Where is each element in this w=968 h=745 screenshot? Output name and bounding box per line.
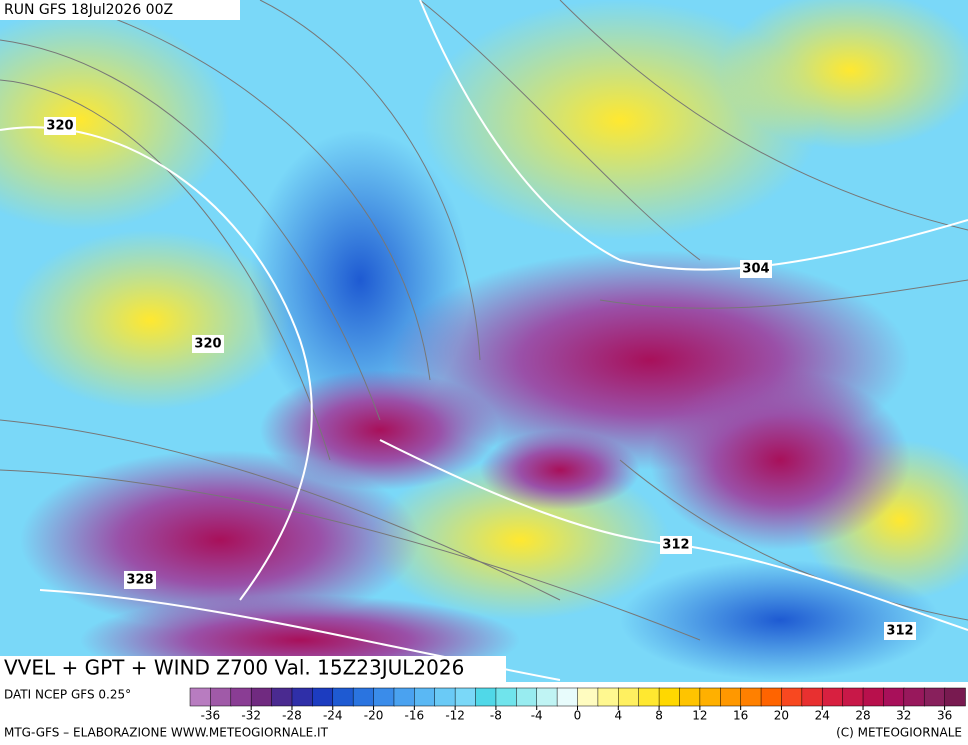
colorbar-segment [720,687,742,707]
colorbar-segment [250,687,273,707]
contour-label: 320 [194,337,221,352]
colorbar-segment [781,687,803,707]
colorbar-segment [760,687,783,707]
colorbar-tick-label: 16 [733,709,748,723]
contour-label: 312 [662,538,689,553]
colorbar-tick-label: -4 [531,709,543,723]
copyright-label: (C) METEOGIORNALE [836,726,962,740]
colorbar-tick-label: 12 [692,709,707,723]
colorbar-tick-label: -36 [201,709,221,723]
colorbar-segment [699,687,722,707]
colorbar-tick-label: -12 [445,709,465,723]
colorbar-segment [597,687,620,707]
colorbar-segment [923,687,946,707]
colorbar-segment [495,687,518,707]
streamlines [0,0,968,641]
source-label: DATI NCEP GFS 0.25° [4,688,131,702]
colorbar-tick-label: 32 [896,709,911,723]
colorbar-segment [230,687,252,707]
run-label: RUN GFS 18Jul2026 00Z [4,2,173,18]
title-box [0,656,506,682]
colorbar: -36 -32 -28 -24 -20 -16 -12 -8 -4 0 4 8 12 16 20 24 28 32… [189,687,966,723]
colorbar-segment [556,687,579,707]
colorbar-segment [414,687,436,707]
colorbar-segment [332,687,354,707]
colorbar-tick-label: -28 [282,709,302,723]
credit-label: MTG-GFS – ELABORAZIONE WWW.METEOGIORNALE… [4,726,329,740]
colorbar-segment [210,687,232,707]
contour-label: 312 [886,624,913,639]
colorbar-tick-label: 24 [815,709,830,723]
colorbar-segment [679,687,701,707]
colorbar-segment [291,687,314,707]
colorbar-tick-label: 36 [937,709,952,723]
colorbar-segment [516,687,538,707]
colorbar-tick-label: 8 [655,709,663,723]
colorbar-segment [312,687,334,707]
colorbar-segment [618,687,640,707]
colorbar-segment [842,687,864,707]
contour-label: 304 [742,262,769,277]
colorbar-segment [821,687,844,707]
contour-label: 320 [46,119,73,134]
contours [0,0,968,681]
colorbar-tick-label: 4 [614,709,622,723]
colorbar-tick-label: 28 [855,709,870,723]
contour-label: 328 [126,573,153,588]
colorbar-segment [577,687,599,707]
colorbar-tick-label: 0 [574,709,582,723]
colorbar-tick-label: 20 [774,709,789,723]
colorbar-tick-label: -8 [490,709,502,723]
colorbar-segment [352,687,375,707]
colorbar-tick-label: -20 [364,709,384,723]
colorbar-segment [271,687,293,707]
map-title: VVEL + GPT + WIND Z700 Val. 15Z23JUL2026 [4,656,464,680]
colorbar-segment [801,687,823,707]
colorbar-tick-label: -32 [241,709,261,723]
colorbar-tick-label: -16 [405,709,425,723]
colorbar-segment [740,687,762,707]
colorbar-segment [393,687,416,707]
colorbar-segment [883,687,905,707]
colorbar-tick-label: -24 [323,709,343,723]
run-box [0,0,240,20]
colorbar-segment [944,687,966,707]
colorbar-segment [434,687,456,707]
colorbar-segment [638,687,660,707]
colorbar-segment [475,687,497,707]
colorbar-segment [454,687,477,707]
colorbar-segment [658,687,681,707]
colorbar-segment [862,687,885,707]
colorbar-segment [536,687,558,707]
colorbar-segment [189,687,212,707]
colorbar-segment [373,687,395,707]
contour-labels: 320 320 304 312 328 312 [44,117,916,640]
colorbar-segment [903,687,925,707]
